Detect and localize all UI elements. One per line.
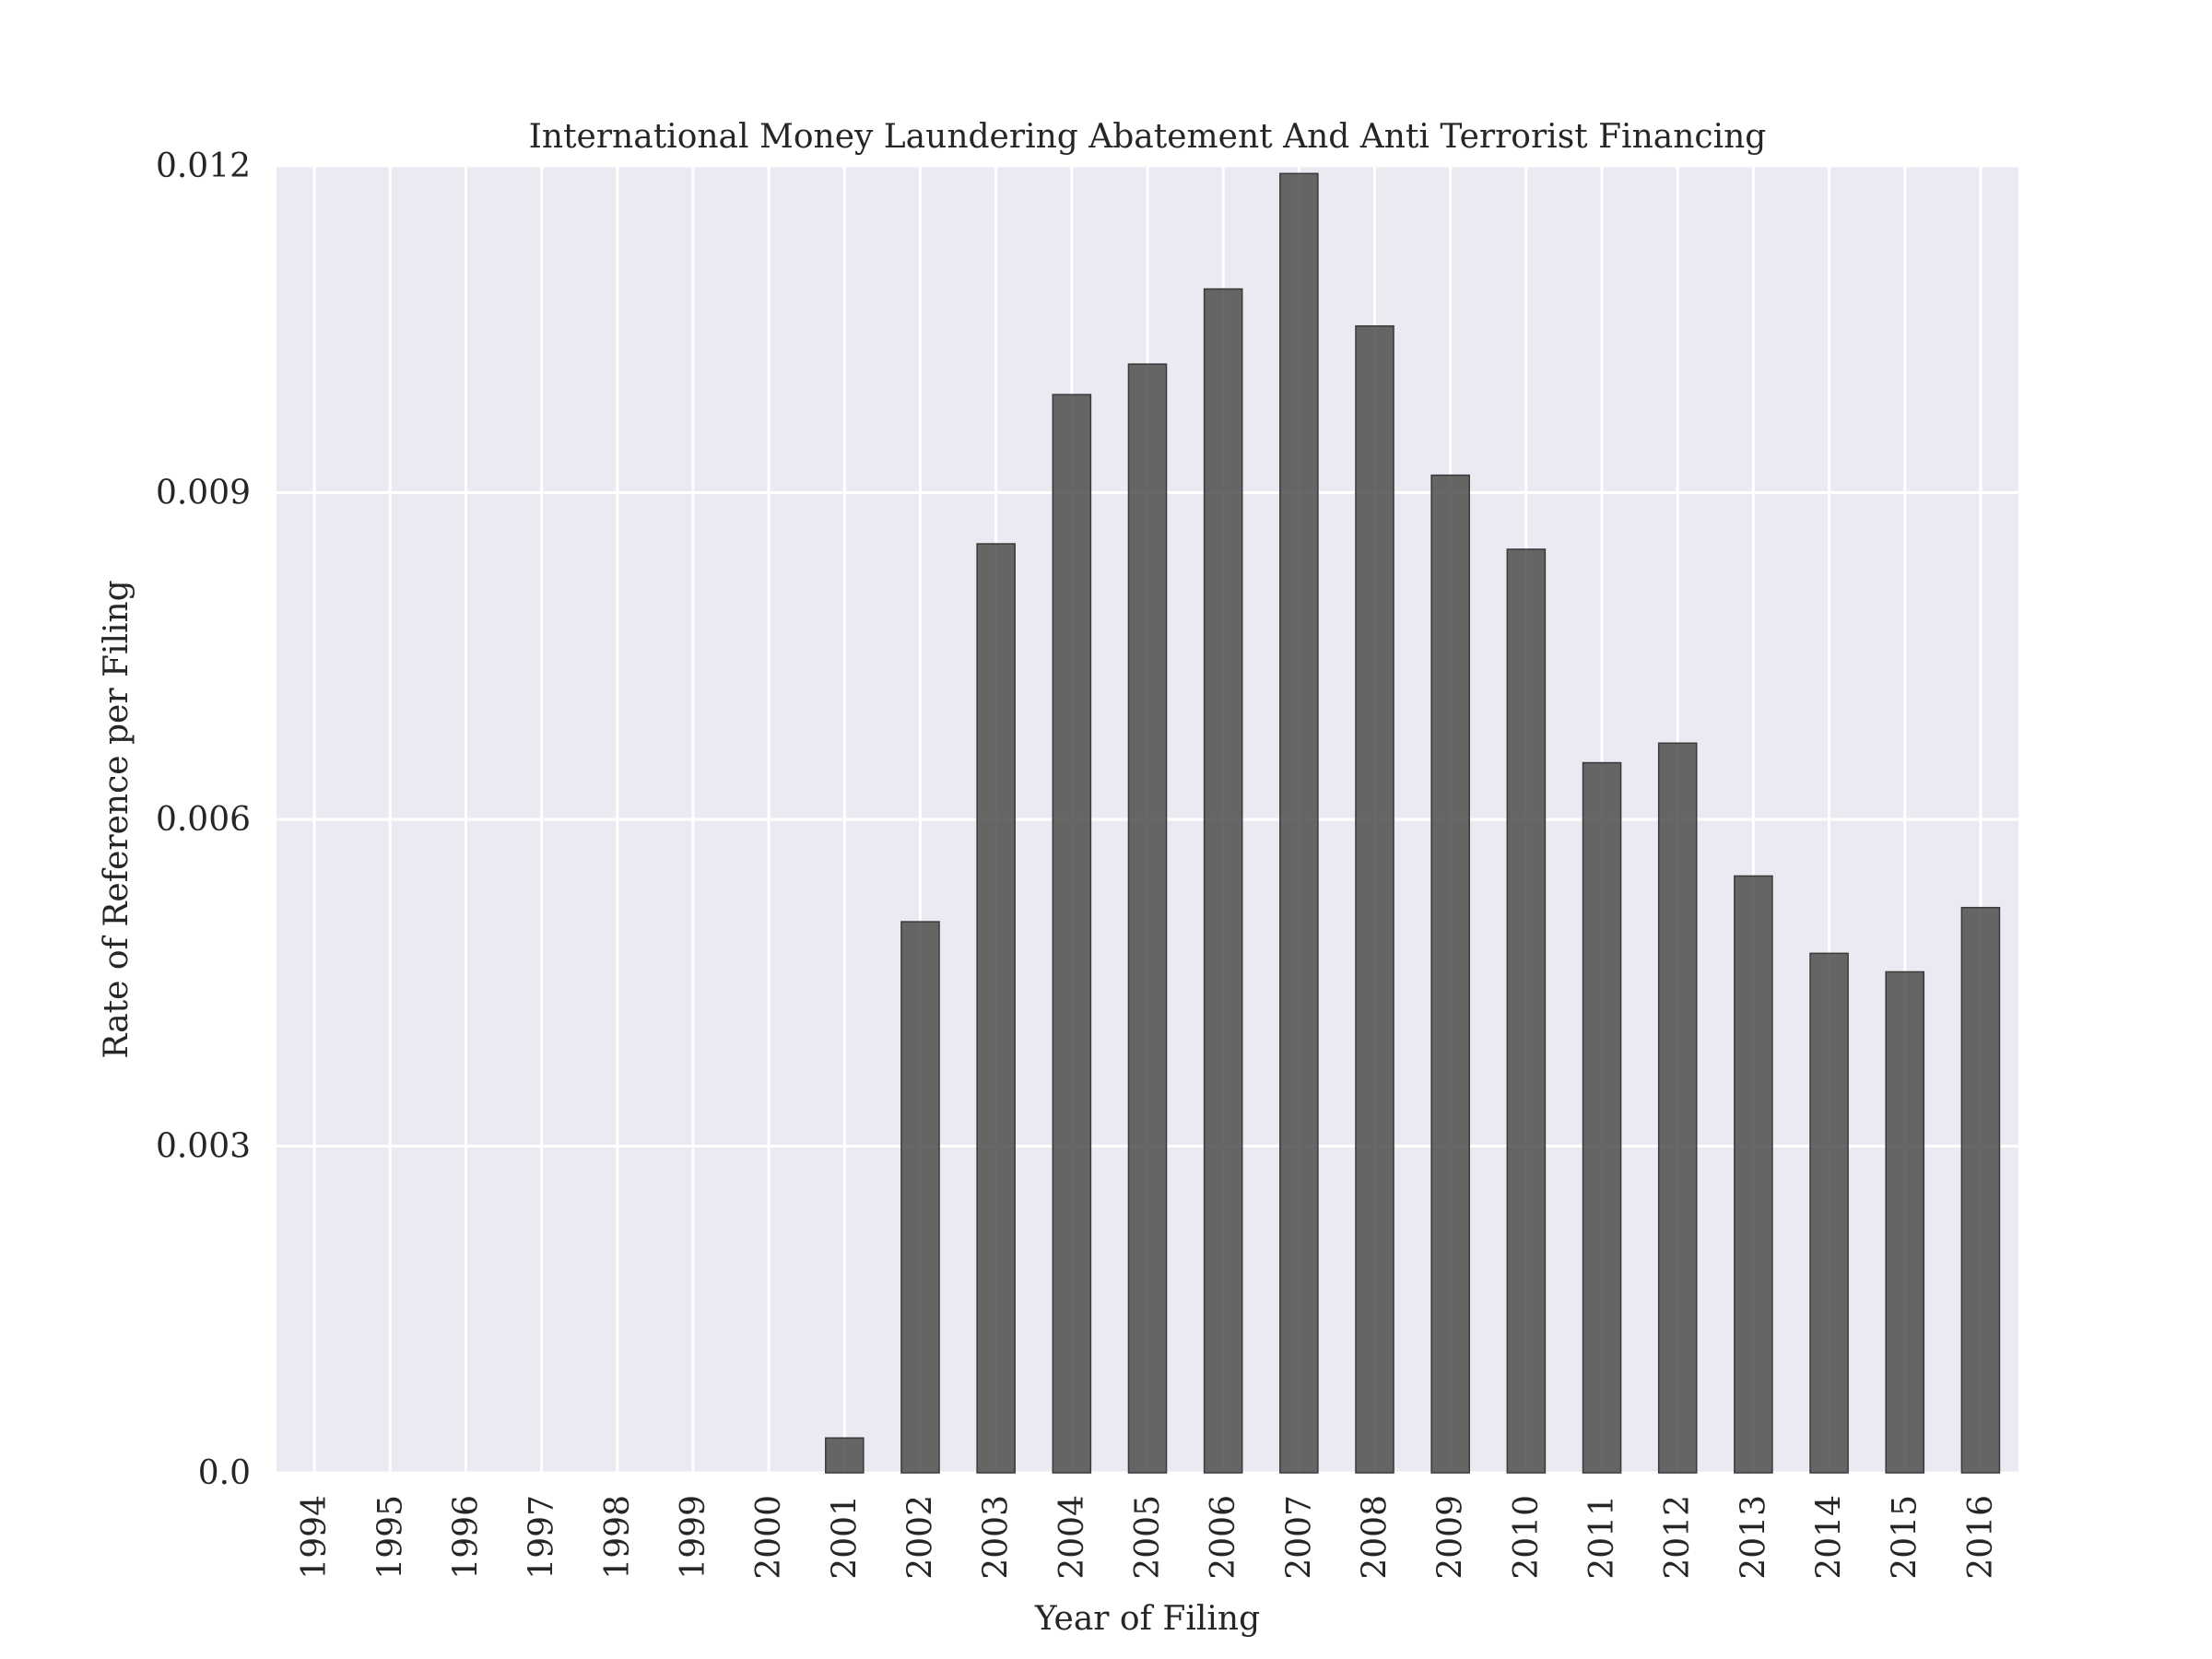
bar-2011 (1582, 761, 1622, 1474)
x-tick-label: 2008 (1357, 1495, 1394, 1580)
bar-2005 (1127, 363, 1168, 1474)
chart-title: International Money Laundering Abatement… (529, 118, 1767, 156)
x-tick-label: 1996 (447, 1495, 485, 1580)
bar-2012 (1657, 742, 1698, 1474)
bar-2003 (976, 543, 1016, 1474)
x-tick-label: 2016 (1962, 1495, 2000, 1580)
y-axis-label: Rate of Reference per Filing (98, 580, 135, 1058)
x-tick-label: 2006 (1205, 1495, 1242, 1580)
x-tick-label: 2012 (1659, 1495, 1697, 1580)
bar-2002 (900, 921, 940, 1474)
x-axis-label: Year of Filing (1034, 1600, 1260, 1638)
y-tick-label: 0.003 (156, 1128, 251, 1166)
y-tick-label: 0.009 (156, 475, 251, 512)
x-tick-label: 2015 (1887, 1495, 1924, 1580)
y-tick-labels: 0.0 0.003 0.006 0.009 0.012 (156, 147, 251, 1492)
bar-2015 (1885, 971, 1925, 1474)
x-tick-label: 2014 (1811, 1495, 1849, 1580)
bars (825, 172, 2001, 1474)
x-tick-label: 1998 (599, 1495, 637, 1580)
x-tick-labels: 1994 1995 1996 1997 1998 1999 2000 2001 2002 2003… (296, 1495, 2000, 1580)
x-tick-label: 2013 (1735, 1495, 1772, 1580)
x-tick-label: 2010 (1508, 1495, 1546, 1580)
bar-2007 (1279, 172, 1319, 1474)
x-tick-label: 2003 (978, 1495, 1016, 1580)
x-tick-label: 2011 (1583, 1495, 1621, 1580)
x-tick-label: 2005 (1129, 1495, 1167, 1580)
bar-2016 (1960, 906, 2001, 1474)
bar-2008 (1355, 324, 1394, 1474)
y-tick-label: 0.012 (156, 147, 251, 185)
x-tick-label: 2004 (1053, 1495, 1091, 1580)
x-tick-label: 1994 (296, 1495, 334, 1580)
x-tick-label: 1999 (675, 1495, 712, 1580)
bar-2010 (1506, 548, 1547, 1474)
bar-2006 (1203, 288, 1243, 1474)
x-tick-label: 1995 (371, 1495, 409, 1580)
x-tick-label: 2009 (1432, 1495, 1470, 1580)
x-tick-label: 2002 (901, 1495, 939, 1580)
bar-2014 (1809, 952, 1849, 1474)
x-tick-label: 2007 (1280, 1495, 1318, 1580)
bar-2001 (825, 1437, 865, 1474)
x-tick-label: 1997 (524, 1495, 561, 1580)
bar-2013 (1734, 875, 1773, 1474)
bar-2004 (1052, 394, 1092, 1474)
bar-2009 (1430, 474, 1470, 1474)
x-tick-label: 2000 (750, 1495, 788, 1580)
y-tick-label: 0.0 (198, 1454, 251, 1492)
y-tick-label: 0.006 (156, 801, 251, 839)
x-tick-label: 2001 (826, 1495, 864, 1580)
